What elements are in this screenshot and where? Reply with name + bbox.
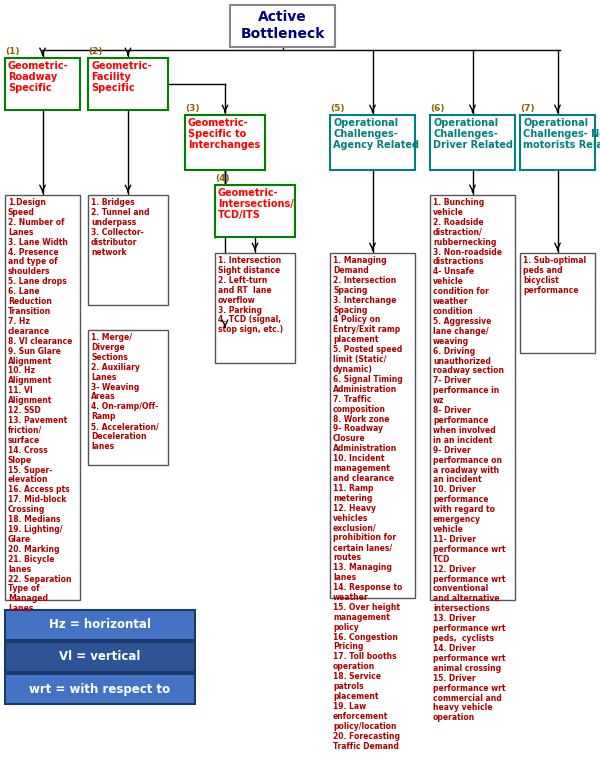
Bar: [330, 115, 415, 170]
Text: Active
Bottleneck: Active Bottleneck: [241, 10, 325, 41]
Text: 1. Managing
Demand
2. Intersection
Spacing
3. Interchange
Spacing
4 Policy on
En: 1. Managing Demand 2. Intersection Spaci…: [333, 256, 403, 751]
Text: Geometric-
Roadway
Specific: Geometric- Roadway Specific: [8, 61, 68, 93]
Bar: [5, 610, 195, 640]
Text: 1. Bridges
2. Tunnel and
underpass
3. Collector-
distributor
network: 1. Bridges 2. Tunnel and underpass 3. Co…: [91, 198, 149, 256]
Text: (3): (3): [185, 104, 199, 113]
Text: (5): (5): [330, 104, 344, 113]
Bar: [185, 115, 265, 170]
Bar: [230, 5, 335, 47]
Text: Operational
Challenges-
Driver Related: Operational Challenges- Driver Related: [433, 118, 513, 150]
Text: 1. Merge/
Diverge
Sections
2. Auxiliary
Lanes
3- Weaving
Areas
4. On-ramp/Off-
R: 1. Merge/ Diverge Sections 2. Auxiliary …: [91, 333, 159, 451]
Bar: [215, 185, 295, 237]
Text: Geometric-
Facility
Specific: Geometric- Facility Specific: [91, 61, 152, 93]
Bar: [430, 115, 515, 170]
Bar: [88, 195, 168, 305]
Bar: [5, 58, 80, 110]
Text: (6): (6): [430, 104, 445, 113]
Text: 1. Bunching
vehicle
2. Roadside
distraction/
rubbernecking
3. Non-roadside
distr: 1. Bunching vehicle 2. Roadside distract…: [433, 198, 505, 722]
Bar: [520, 115, 595, 170]
Text: Operational
Challenges- Non-
motorists Related: Operational Challenges- Non- motorists R…: [523, 118, 600, 150]
Bar: [88, 58, 168, 110]
Bar: [88, 330, 168, 465]
Text: (4): (4): [215, 174, 230, 183]
Bar: [520, 253, 595, 353]
Text: Geometric-
Specific to
Interchanges: Geometric- Specific to Interchanges: [188, 118, 260, 150]
Text: Vl = vertical: Vl = vertical: [59, 650, 140, 664]
Bar: [5, 195, 80, 600]
Text: (1): (1): [5, 47, 19, 56]
Bar: [430, 195, 515, 600]
Text: 1. Intersection
Sight distance
2. Left-turn
and RT  lane
overflow
3. Parking
4. : 1. Intersection Sight distance 2. Left-t…: [218, 256, 283, 334]
Text: wrt = with respect to: wrt = with respect to: [29, 682, 170, 696]
Text: Operational
Challenges-
Agency Related: Operational Challenges- Agency Related: [333, 118, 419, 150]
Text: Hz = horizontal: Hz = horizontal: [49, 619, 151, 632]
Text: (7): (7): [520, 104, 535, 113]
Bar: [5, 674, 195, 704]
Text: (2): (2): [88, 47, 103, 56]
Bar: [215, 253, 295, 363]
Bar: [330, 253, 415, 598]
Text: 1. Sub-optimal
peds and
bicyclist
performance: 1. Sub-optimal peds and bicyclist perfor…: [523, 256, 586, 294]
Text: Geometric-
Intersections/
TCD/ITS: Geometric- Intersections/ TCD/ITS: [218, 188, 294, 220]
Text: 1.Design
Speed
2. Number of
Lanes
3. Lane Width
4. Presence
and type of
shoulder: 1.Design Speed 2. Number of Lanes 3. Lan…: [8, 198, 73, 613]
Bar: [5, 642, 195, 672]
